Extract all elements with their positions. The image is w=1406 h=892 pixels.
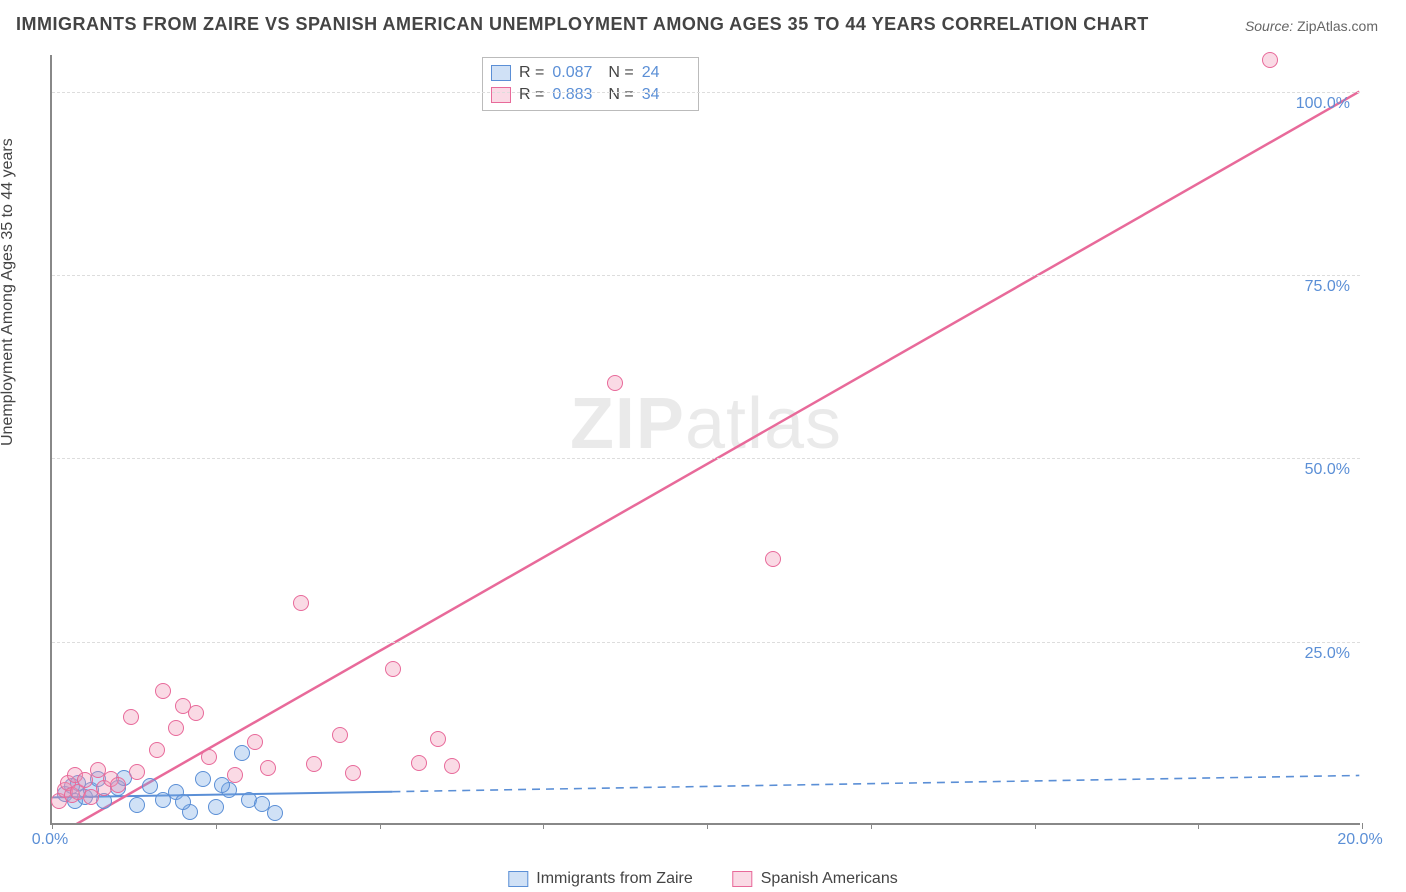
plot-area: ZIPatlas R = 0.087 N = 24 R = 0.883 N = … [50,55,1360,825]
scatter-point-series-1 [260,760,276,776]
legend-item-1: Spanish Americans [733,870,898,888]
r-label: R = [519,64,544,82]
scatter-point-series-1 [227,767,243,783]
scatter-point-series-1 [607,375,623,391]
x-tick-label-max: 20.0% [1337,831,1382,849]
legend-label-0: Immigrants from Zaire [536,870,692,888]
y-tick-label: 50.0% [1305,461,1350,479]
trend-lines-svg [52,55,1360,823]
x-tick-mark [1035,823,1036,829]
bottom-legend: Immigrants from Zaire Spanish Americans [508,870,897,888]
source-credit: Source: ZipAtlas.com [1245,18,1378,34]
legend-swatch-1 [733,871,753,887]
scatter-point-series-1 [149,742,165,758]
watermark-light: atlas [685,384,842,464]
scatter-point-series-0 [129,797,145,813]
scatter-point-series-1 [293,595,309,611]
n-label: N = [608,86,633,104]
scatter-point-series-0 [208,799,224,815]
x-tick-mark [1198,823,1199,829]
swatch-series-0 [491,65,511,81]
n-value-series-0: 24 [642,64,690,82]
stats-row-series-0: R = 0.087 N = 24 [491,62,690,84]
scatter-point-series-1 [168,720,184,736]
y-tick-label: 25.0% [1305,645,1350,663]
x-tick-mark [871,823,872,829]
gridline-h [52,458,1360,459]
x-tick-mark [380,823,381,829]
stats-legend: R = 0.087 N = 24 R = 0.883 N = 34 [482,57,699,111]
scatter-point-series-1 [188,705,204,721]
scatter-point-series-1 [444,758,460,774]
gridline-h [52,92,1360,93]
r-value-series-0: 0.087 [552,64,600,82]
scatter-point-series-1 [247,734,263,750]
r-label: R = [519,86,544,104]
scatter-point-series-1 [201,749,217,765]
legend-item-0: Immigrants from Zaire [508,870,692,888]
y-axis-label: Unemployment Among Ages 35 to 44 years [0,138,17,446]
x-tick-mark [543,823,544,829]
scatter-point-series-0 [175,794,191,810]
scatter-point-series-1 [306,756,322,772]
x-tick-mark [216,823,217,829]
watermark-bold: ZIP [570,384,685,464]
scatter-point-series-1 [1262,52,1278,68]
x-tick-mark [1362,823,1363,829]
scatter-point-series-1 [123,709,139,725]
chart-title: IMMIGRANTS FROM ZAIRE VS SPANISH AMERICA… [16,14,1149,35]
scatter-point-series-1 [430,731,446,747]
legend-swatch-0 [508,871,528,887]
scatter-point-series-0 [195,771,211,787]
gridline-h [52,275,1360,276]
n-value-series-1: 34 [642,86,690,104]
scatter-point-series-0 [142,778,158,794]
y-tick-label: 100.0% [1296,95,1350,113]
x-tick-label-min: 0.0% [32,831,68,849]
x-tick-mark [707,823,708,829]
scatter-point-series-1 [332,727,348,743]
source-label: Source: [1245,18,1293,34]
r-value-series-1: 0.883 [552,86,600,104]
scatter-point-series-1 [129,764,145,780]
scatter-point-series-0 [234,745,250,761]
scatter-point-series-1 [345,765,361,781]
scatter-point-series-1 [155,683,171,699]
trendline-solid [53,92,1360,823]
swatch-series-1 [491,87,511,103]
gridline-h [52,642,1360,643]
scatter-point-series-0 [267,805,283,821]
legend-label-1: Spanish Americans [761,870,898,888]
scatter-point-series-1 [110,777,126,793]
watermark: ZIPatlas [570,383,842,465]
source-value: ZipAtlas.com [1297,18,1378,34]
scatter-point-series-1 [385,661,401,677]
scatter-point-series-1 [411,755,427,771]
x-tick-mark [52,823,53,829]
trendline-dashed [392,775,1359,791]
n-label: N = [608,64,633,82]
stats-row-series-1: R = 0.883 N = 34 [491,84,690,106]
scatter-point-series-1 [765,551,781,567]
y-tick-label: 75.0% [1305,278,1350,296]
